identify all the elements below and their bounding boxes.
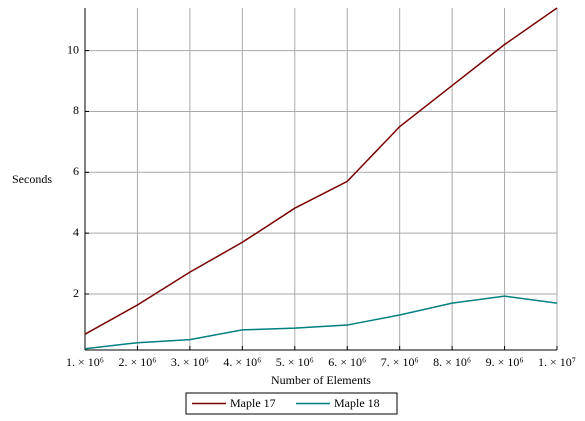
data-line [84, 7, 558, 335]
y-tick-label: 2 [73, 286, 79, 300]
y-tick-label: 8 [73, 103, 79, 117]
y-tick-label: 4 [73, 225, 79, 239]
x-tick-label: 8. × 10⁶ [433, 355, 471, 369]
x-tick-label: 1. × 10⁶ [66, 355, 104, 369]
x-tick-label: 2. × 10⁶ [118, 355, 156, 369]
legend-label: Maple 18 [334, 396, 380, 410]
x-tick-label: 1. × 10⁷ [538, 355, 576, 369]
y-tick-label: 6 [73, 164, 79, 178]
x-axis-label: Number of Elements [271, 373, 371, 387]
y-tick-label: 10 [67, 42, 79, 56]
x-tick-label: 5. × 10⁶ [276, 355, 314, 369]
x-tick-label: 7. × 10⁶ [381, 355, 419, 369]
x-tick-label: 4. × 10⁶ [223, 355, 261, 369]
y-axis-label: Seconds [12, 172, 52, 186]
x-tick-label: 9. × 10⁶ [486, 355, 524, 369]
x-tick-label: 6. × 10⁶ [328, 355, 366, 369]
data-line [84, 295, 558, 350]
x-tick-label: 3. × 10⁶ [171, 355, 209, 369]
legend-label: Maple 17 [230, 396, 276, 410]
legend-box [185, 392, 398, 415]
